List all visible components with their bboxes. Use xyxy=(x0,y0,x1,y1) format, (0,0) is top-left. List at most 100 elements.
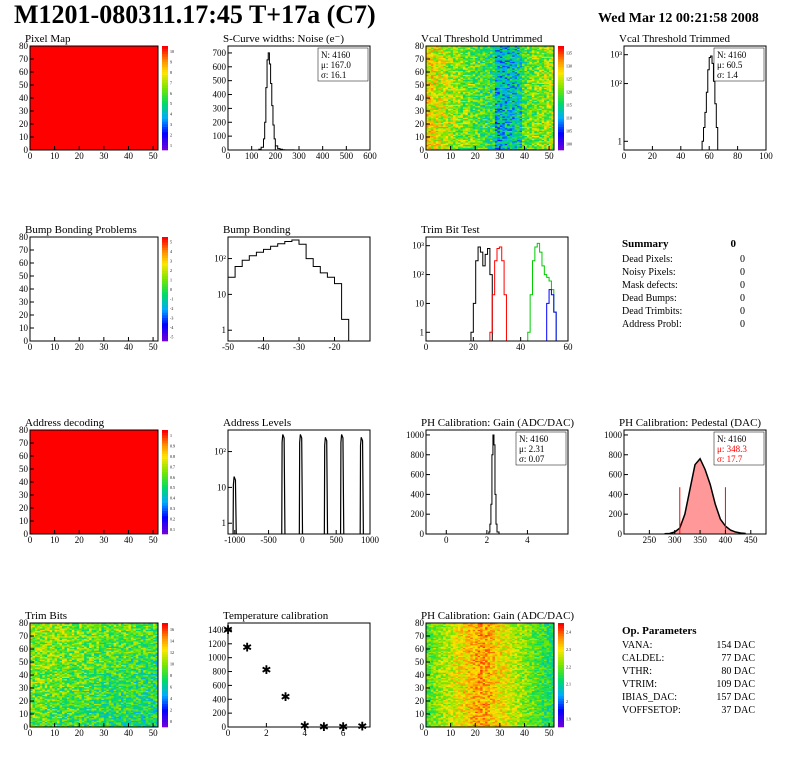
heatmap-cell xyxy=(467,116,471,118)
heatmap-cell xyxy=(526,48,530,51)
heatmap-cell xyxy=(462,109,466,112)
colorbar-segment xyxy=(162,502,168,506)
heatmap-cell xyxy=(507,103,510,105)
x-tick-label: -20 xyxy=(329,342,341,352)
heatmap-cell xyxy=(524,83,528,86)
heatmap-cell xyxy=(453,46,456,48)
heatmap-cell xyxy=(499,101,503,104)
heatmap-cell xyxy=(497,79,501,82)
heatmap-cell xyxy=(485,130,488,133)
heatmap-cell xyxy=(504,121,508,123)
heatmap-cell xyxy=(522,108,525,110)
x-tick-label: 0 xyxy=(444,535,449,545)
heatmap-cell xyxy=(499,124,503,126)
heatmap-cell xyxy=(494,64,498,66)
heatmap-cell xyxy=(467,55,471,57)
heatmap-cell xyxy=(445,92,449,95)
heatmap-cell xyxy=(462,90,466,92)
stats-line: N: 4160 xyxy=(519,434,549,444)
heatmap-cell xyxy=(517,62,520,65)
heatmap-cell xyxy=(482,133,486,135)
heatmap-cell xyxy=(426,72,429,74)
heatmap-cell xyxy=(472,86,476,88)
heatmap-cell xyxy=(529,55,533,57)
heatmap-cell xyxy=(519,121,523,123)
heatmap-cell xyxy=(448,68,451,70)
heatmap-cell xyxy=(440,143,444,146)
heatmap-cell xyxy=(487,69,491,71)
heatmap-cell xyxy=(502,59,506,61)
heatmap-cell xyxy=(517,99,520,101)
heatmap-cell xyxy=(526,129,530,131)
heatmap-cell xyxy=(428,74,432,77)
heatmap-cell xyxy=(477,113,481,116)
panel-title-vcal-untrimmed: Vcal Threshold Untrimmed xyxy=(421,33,543,45)
heatmap-cell xyxy=(472,65,476,68)
heatmap-cell xyxy=(522,122,525,125)
heatmap-cell xyxy=(499,127,503,130)
heatmap-cell xyxy=(497,113,501,116)
heatmap-cell xyxy=(480,147,483,149)
heatmap-cell xyxy=(519,69,523,71)
colorbar-label: 110 xyxy=(566,116,572,121)
heatmap-cell xyxy=(470,78,474,81)
heatmap-cell xyxy=(470,68,474,70)
heatmap-cell xyxy=(497,99,501,101)
heatmap-cell xyxy=(445,112,449,114)
x-tick-label: 0 xyxy=(28,342,33,352)
heatmap-cell xyxy=(524,146,528,148)
heatmap-cell xyxy=(477,49,481,52)
heatmap-cell xyxy=(490,59,493,61)
heatmap-cell xyxy=(462,81,466,83)
heatmap-cell xyxy=(470,56,474,58)
heatmap-cell xyxy=(455,96,459,99)
heatmap-cell xyxy=(426,133,429,135)
heatmap-cell xyxy=(462,59,466,61)
heatmap-cell xyxy=(435,75,439,78)
heatmap-cell xyxy=(524,104,528,107)
heatmap-cell xyxy=(465,122,469,125)
heatmap-cell xyxy=(507,120,510,122)
heatmap-cell xyxy=(509,78,513,81)
heatmap-cell xyxy=(512,111,515,113)
heatmap-cell xyxy=(430,77,434,79)
heatmap-cell xyxy=(453,137,456,139)
heatmap-cell xyxy=(465,95,469,97)
heatmap-cell xyxy=(507,82,510,84)
heatmap-cell xyxy=(507,74,510,77)
heatmap-cell xyxy=(487,105,491,108)
heatmap-cell xyxy=(512,56,515,58)
heatmap-cell xyxy=(492,66,496,69)
heatmap-cell xyxy=(428,81,432,83)
heatmap-cell xyxy=(490,52,493,55)
heatmap-cell xyxy=(519,129,523,131)
heatmap-cell xyxy=(453,118,456,121)
heatmap-cell xyxy=(470,53,474,56)
heatmap-cell xyxy=(477,60,481,62)
heatmap-cell xyxy=(494,144,498,147)
heatmap-cell xyxy=(435,111,439,113)
heatmap-cell xyxy=(455,87,459,90)
heatmap-cell xyxy=(517,125,520,127)
heatmap-cell xyxy=(453,88,456,91)
heatmap-cell xyxy=(462,146,466,148)
heatmap-cell xyxy=(492,65,496,68)
heatmap-cell xyxy=(426,143,429,146)
heatmap-cell xyxy=(499,103,503,105)
x-tick-label: 40 xyxy=(124,535,134,545)
heatmap-cell xyxy=(499,130,503,133)
heatmap-cell xyxy=(467,129,471,131)
heatmap-cell xyxy=(499,116,503,118)
heatmap-cell xyxy=(448,94,451,96)
heatmap-cell xyxy=(467,81,471,83)
heatmap-cell xyxy=(482,88,486,91)
y-tick-label: 60 xyxy=(19,258,29,268)
heatmap-cell xyxy=(465,135,469,138)
heatmap-cell xyxy=(462,120,466,122)
heatmap-cell xyxy=(460,125,464,127)
heatmap-cell xyxy=(524,68,528,70)
heatmap-cell xyxy=(497,56,501,58)
colorbar-segment xyxy=(558,72,564,75)
heatmap-cell xyxy=(450,88,454,91)
